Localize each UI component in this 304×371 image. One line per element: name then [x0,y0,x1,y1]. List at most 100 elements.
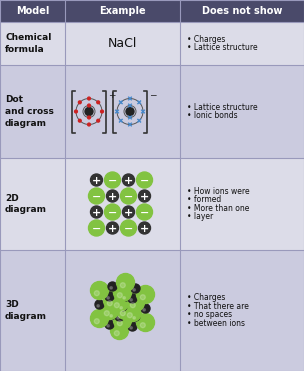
Text: +: + [108,91,116,99]
Circle shape [97,119,100,122]
Circle shape [128,294,137,303]
Text: Does not show: Does not show [202,6,282,16]
Text: −: − [124,223,133,233]
Circle shape [106,190,119,202]
Circle shape [116,302,134,319]
Circle shape [91,309,109,328]
Circle shape [97,101,100,104]
Circle shape [127,313,132,318]
Text: • That there are: • That there are [187,302,249,311]
Text: +: + [108,191,117,201]
Circle shape [107,325,109,327]
Circle shape [85,108,93,115]
Text: −: − [149,91,157,99]
Circle shape [117,316,119,319]
Circle shape [116,273,134,292]
Text: • layer: • layer [187,212,213,221]
Circle shape [113,283,132,302]
Circle shape [105,292,114,301]
Circle shape [113,312,132,329]
Text: • Lattice structure: • Lattice structure [187,43,257,52]
Bar [0,158,304,250]
Bar [0,0,304,22]
Circle shape [101,302,119,319]
Text: +: + [124,207,133,217]
Circle shape [91,206,102,218]
Text: • Ionic bonds: • Ionic bonds [187,111,238,120]
Bar [0,22,304,65]
Text: −: − [92,223,101,233]
Circle shape [88,123,90,126]
Circle shape [110,286,112,289]
Circle shape [133,316,135,319]
Circle shape [143,309,145,311]
Circle shape [105,172,120,188]
Circle shape [123,174,134,186]
Circle shape [136,286,154,303]
Text: • Lattice structure: • Lattice structure [187,103,257,112]
Circle shape [130,303,135,308]
Circle shape [120,188,136,204]
Circle shape [108,310,117,319]
Text: −: − [124,191,133,201]
Circle shape [74,110,78,113]
Bar [0,250,304,371]
Circle shape [136,204,153,220]
Circle shape [139,222,150,234]
Circle shape [94,319,99,324]
Text: +: + [92,207,101,217]
Circle shape [91,282,109,299]
Text: • Charges: • Charges [187,35,225,44]
Text: • How ions were: • How ions were [187,187,250,196]
Text: • Charges: • Charges [187,293,225,302]
Circle shape [88,188,105,204]
Circle shape [126,293,144,312]
Circle shape [136,172,153,188]
Circle shape [118,302,127,311]
Circle shape [123,206,134,218]
Circle shape [123,303,141,322]
Circle shape [108,282,117,291]
Circle shape [97,305,99,307]
Circle shape [139,190,150,202]
Bar [0,65,304,158]
Circle shape [120,311,125,316]
Text: +: + [108,223,117,233]
Text: −: − [92,191,101,201]
Circle shape [114,331,119,336]
Text: • More than one: • More than one [187,204,249,213]
Text: −: − [108,207,117,217]
Text: −: − [140,175,149,186]
Text: +: + [92,175,101,186]
Text: • between ions: • between ions [187,319,245,328]
Circle shape [136,313,154,332]
Circle shape [107,301,112,306]
Text: 2D
diagram: 2D diagram [5,194,47,214]
Text: • formed: • formed [187,195,221,204]
Text: Dot
and cross
diagram: Dot and cross diagram [5,95,54,128]
Circle shape [131,312,140,321]
Circle shape [120,306,123,309]
Circle shape [133,289,135,291]
Circle shape [88,116,90,119]
Circle shape [110,322,129,339]
Circle shape [128,322,137,331]
Circle shape [104,311,109,316]
Circle shape [105,204,120,220]
Text: +: + [124,175,133,186]
Circle shape [110,293,129,312]
Text: Model: Model [16,6,49,16]
Circle shape [117,321,122,326]
Circle shape [126,108,134,115]
Circle shape [117,293,122,298]
Circle shape [120,283,125,288]
Text: −: − [108,175,117,186]
Circle shape [121,292,130,301]
Text: Example: Example [99,6,146,16]
Circle shape [107,296,109,299]
Circle shape [101,110,103,113]
Text: 3D
diagram: 3D diagram [5,300,47,321]
Circle shape [110,315,112,317]
Circle shape [140,295,145,300]
Text: +: + [140,191,149,201]
